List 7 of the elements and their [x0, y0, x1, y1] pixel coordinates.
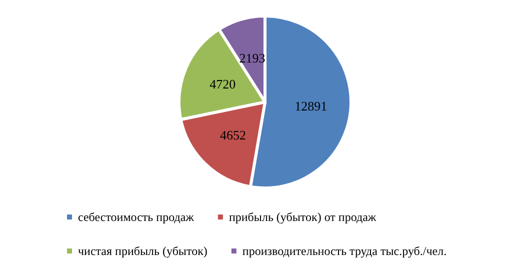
data-label: 4652 — [220, 128, 246, 143]
legend-label: производительность труда тыс.руб./чел. — [242, 244, 447, 258]
legend-label: чистая прибыль (убыток) — [78, 244, 208, 258]
data-label: 4720 — [210, 76, 236, 92]
data-label: 12891 — [294, 98, 328, 114]
legend-label: прибыль (убыток) от продаж — [228, 210, 377, 224]
legend-label: себестоимость продаж — [78, 210, 195, 224]
